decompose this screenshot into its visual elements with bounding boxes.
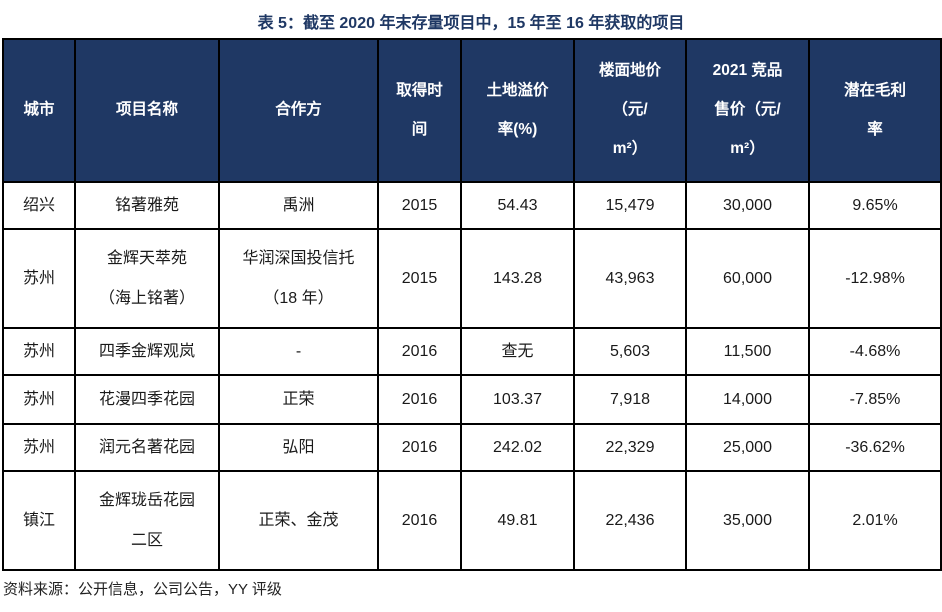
col-header-partner: 合作方: [218, 38, 379, 183]
cell-land-premium: 54.43: [460, 181, 575, 230]
cell-partner: 禹洲: [218, 181, 379, 230]
cell-acquired: 2016: [377, 327, 462, 376]
cell-gross-margin: 2.01%: [808, 470, 942, 571]
cell-project: 四季金辉观岚: [74, 327, 220, 376]
cell-acquired: 2016: [377, 470, 462, 571]
cell-city: 镇江: [2, 470, 76, 571]
cell-floor-price: 43,963: [573, 228, 687, 329]
table-row: 苏州 花漫四季花园 正荣 2016 103.37 7,918 14,000 -7…: [2, 374, 942, 425]
col-header-floor-price: 楼面地价 （元/ m²）: [573, 38, 687, 183]
cell-project: 润元名著花园: [74, 423, 220, 472]
col-header-project: 项目名称: [74, 38, 220, 183]
cell-comp-price: 11,500: [685, 327, 810, 376]
col-header-city: 城市: [2, 38, 76, 183]
cell-gross-margin: -7.85%: [808, 374, 942, 425]
col-header-comp-price: 2021 竞品 售价（元/ m²）: [685, 38, 810, 183]
table-row: 绍兴 铭著雅苑 禹洲 2015 54.43 15,479 30,000 9.65…: [2, 181, 942, 230]
table-row: 苏州 四季金辉观岚 - 2016 查无 5,603 11,500 -4.68%: [2, 327, 942, 376]
cell-project: 金辉天萃苑 （海上铭著）: [74, 228, 220, 329]
cell-city: 苏州: [2, 423, 76, 472]
cell-comp-price: 30,000: [685, 181, 810, 230]
cell-city: 绍兴: [2, 181, 76, 230]
report-table-page: 表 5：截至 2020 年末存量项目中，15 年至 16 年获取的项目 城市 项…: [2, 15, 942, 598]
cell-land-premium: 103.37: [460, 374, 575, 425]
cell-gross-margin: -4.68%: [808, 327, 942, 376]
col-header-gross-margin: 潜在毛利 率: [808, 38, 942, 183]
source-note: 资料来源：公开信息，公司公告，YY 评级: [3, 581, 282, 598]
table-row: 苏州 润元名著花园 弘阳 2016 242.02 22,329 25,000 -…: [2, 423, 942, 472]
cell-acquired: 2016: [377, 374, 462, 425]
header-row: 城市 项目名称 合作方 取得时 间 土地溢价 率(%) 楼面地价 （元/ m²）…: [2, 38, 942, 183]
cell-comp-price: 60,000: [685, 228, 810, 329]
cell-partner: 正荣、金茂: [218, 470, 379, 571]
table-row: 镇江 金辉珑岳花园 二区 正荣、金茂 2016 49.81 22,436 35,…: [2, 470, 942, 571]
cell-gross-margin: -12.98%: [808, 228, 942, 329]
cell-land-premium: 143.28: [460, 228, 575, 329]
cell-project: 金辉珑岳花园 二区: [74, 470, 220, 571]
cell-acquired: 2016: [377, 423, 462, 472]
projects-table: 城市 项目名称 合作方 取得时 间 土地溢价 率(%) 楼面地价 （元/ m²）…: [2, 38, 942, 571]
cell-comp-price: 25,000: [685, 423, 810, 472]
col-header-acquired: 取得时 间: [377, 38, 462, 183]
cell-floor-price: 22,436: [573, 470, 687, 571]
cell-partner: 弘阳: [218, 423, 379, 472]
cell-gross-margin: -36.62%: [808, 423, 942, 472]
cell-comp-price: 35,000: [685, 470, 810, 571]
cell-gross-margin: 9.65%: [808, 181, 942, 230]
cell-comp-price: 14,000: [685, 374, 810, 425]
cell-floor-price: 22,329: [573, 423, 687, 472]
cell-project: 花漫四季花园: [74, 374, 220, 425]
cell-partner: 华润深国投信托 （18 年）: [218, 228, 379, 329]
cell-city: 苏州: [2, 374, 76, 425]
cell-city: 苏州: [2, 327, 76, 376]
cell-floor-price: 5,603: [573, 327, 687, 376]
cell-floor-price: 7,918: [573, 374, 687, 425]
cell-city: 苏州: [2, 228, 76, 329]
cell-land-premium: 查无: [460, 327, 575, 376]
cell-land-premium: 49.81: [460, 470, 575, 571]
cell-land-premium: 242.02: [460, 423, 575, 472]
cell-acquired: 2015: [377, 228, 462, 329]
cell-project: 铭著雅苑: [74, 181, 220, 230]
table-row: 苏州 金辉天萃苑 （海上铭著） 华润深国投信托 （18 年） 2015 143.…: [2, 228, 942, 329]
cell-partner: -: [218, 327, 379, 376]
cell-partner: 正荣: [218, 374, 379, 425]
cell-acquired: 2015: [377, 181, 462, 230]
cell-floor-price: 15,479: [573, 181, 687, 230]
col-header-land-premium: 土地溢价 率(%): [460, 38, 575, 183]
table-title: 表 5：截至 2020 年末存量项目中，15 年至 16 年获取的项目: [257, 15, 685, 32]
